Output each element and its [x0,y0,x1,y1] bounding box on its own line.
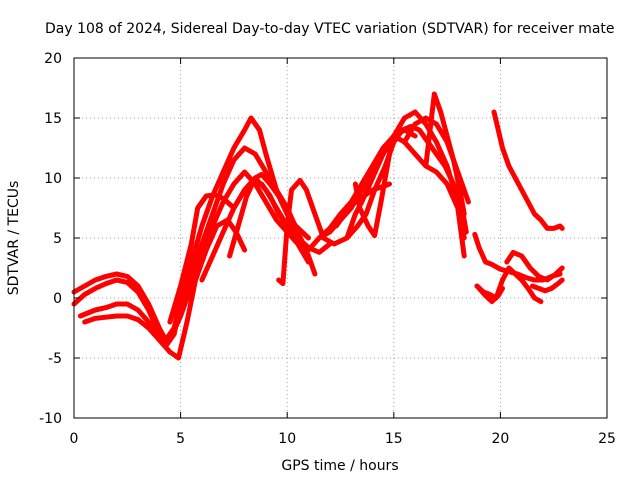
series-line-4 [82,217,248,361]
y-tick-label-1: -5 [48,351,62,367]
x-tick-label-5: 25 [598,431,616,447]
y-tick-label-2: 0 [53,291,62,307]
series-line-7 [227,171,311,259]
series-line-17 [474,265,544,305]
series-line-18 [476,285,505,305]
x-axis: 0 5 10 15 20 25 [70,58,616,447]
y-tick-label-3: 5 [53,231,62,247]
x-tick-label-2: 10 [278,431,296,447]
y-axis-label: SDTVAR / TECUs [6,181,22,296]
series-line-20 [529,277,565,294]
series-line-1 [71,115,311,343]
y-tick-label-6: 20 [44,51,62,67]
x-tick-label-4: 20 [491,431,509,447]
series-line-13 [352,133,397,239]
series-line-21 [491,109,565,231]
grid [74,58,607,418]
y-tick-label-5: 15 [44,111,62,127]
series-line-12 [344,127,418,241]
y-tick-label-0: -10 [39,411,62,427]
y-axis: -10 -5 0 5 10 15 20 [39,51,607,427]
y-tick-label-4: 10 [44,171,62,187]
x-axis-label: GPS time / hours [281,458,398,474]
x-tick-label-1: 5 [176,431,185,447]
x-tick-label-3: 15 [385,431,403,447]
x-tick-label-0: 0 [70,431,79,447]
series-line-8 [276,123,469,287]
series-group [71,91,565,361]
series-line-19 [504,249,565,283]
series-line-15 [423,91,467,217]
chart-title: Day 108 of 2024, Sidereal Day-to-day VTE… [45,21,615,37]
